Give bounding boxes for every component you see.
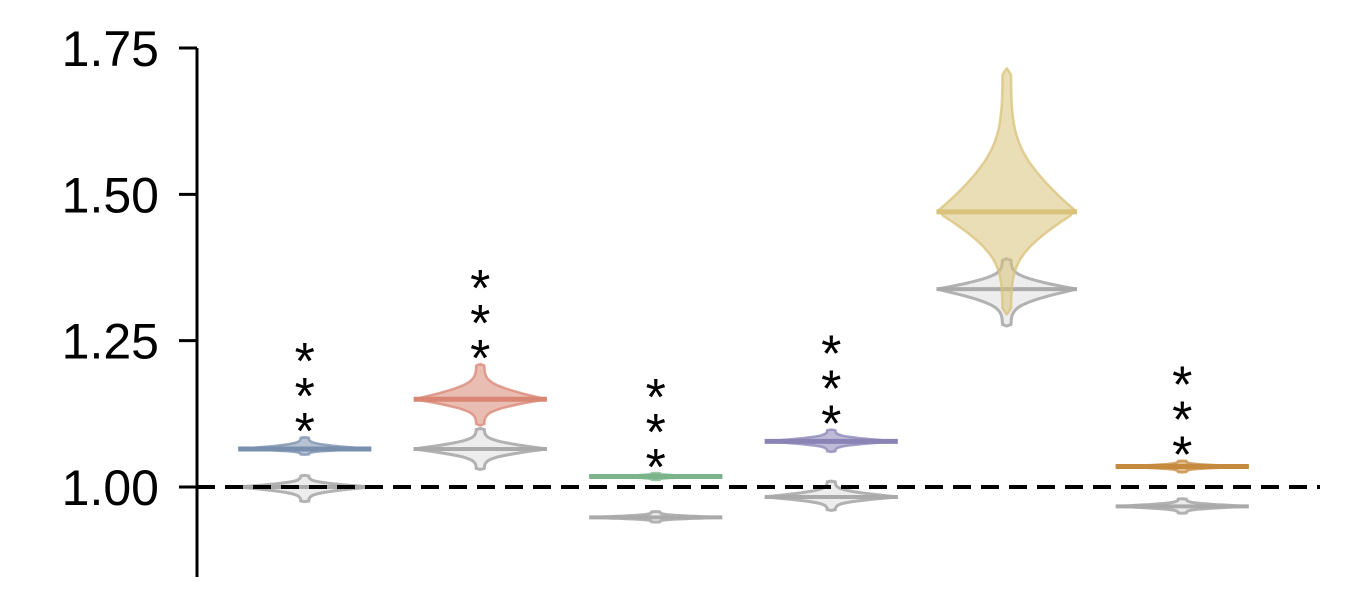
y-tick-label: 1.25	[62, 314, 159, 370]
significance-markers: ***************	[295, 260, 1193, 497]
y-tick-label: 1.75	[62, 21, 159, 77]
significance-star: *	[821, 396, 841, 454]
y-axis: 1.00 1.25 1.50 1.75	[62, 21, 199, 577]
violin-group	[589, 471, 723, 524]
significance-star: *	[821, 326, 841, 384]
significance-star: *	[646, 404, 666, 462]
group-violin	[937, 67, 1077, 316]
y-tick-label: 1.50	[62, 167, 159, 223]
significance-star: *	[470, 295, 490, 353]
y-tick-label: 1.00	[62, 460, 159, 516]
violin-group	[413, 362, 548, 471]
significance-star: *	[821, 361, 841, 419]
group-violin	[414, 362, 546, 427]
violin-groups	[238, 67, 1249, 524]
significance-star: *	[295, 333, 315, 391]
significance-star: *	[295, 403, 315, 461]
significance-star: *	[1172, 392, 1192, 450]
violin-group	[1115, 459, 1249, 515]
significance-star: *	[646, 439, 666, 497]
violin-group	[936, 67, 1078, 328]
significance-star: *	[1172, 427, 1192, 485]
violin-group	[764, 428, 899, 512]
significance-star: *	[470, 330, 490, 388]
significance-star: *	[1172, 357, 1192, 415]
significance-star: *	[470, 260, 490, 318]
significance-star: *	[295, 368, 315, 426]
significance-star: *	[646, 369, 666, 427]
